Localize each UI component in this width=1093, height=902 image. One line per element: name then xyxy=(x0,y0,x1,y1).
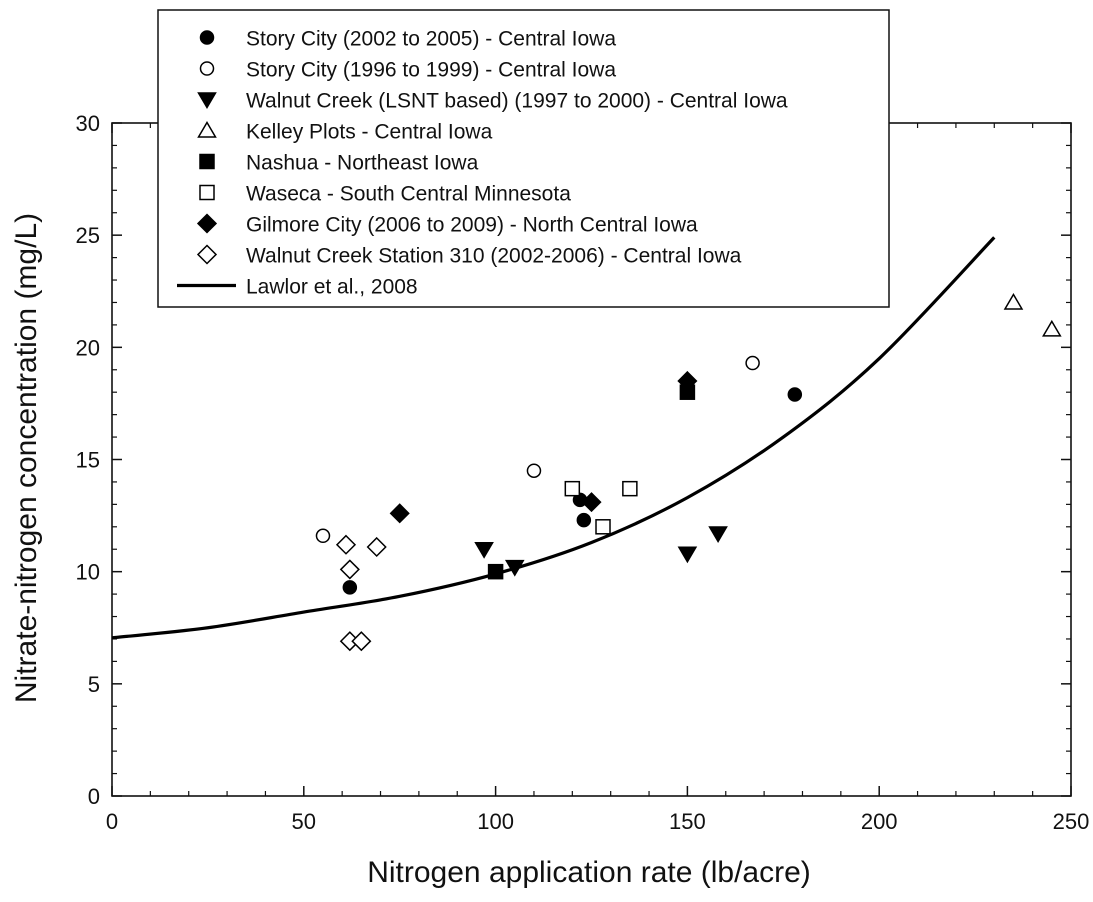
data-point-series-2 xyxy=(474,541,494,559)
y-axis: 0 5 10 15 20 25 30 xyxy=(76,111,1071,809)
x-tick-label: 150 xyxy=(669,809,706,834)
data-point-series-7 xyxy=(351,631,372,652)
legend-marker-1 xyxy=(199,61,215,76)
y-axis-title: Nitrate-nitrogen concentration (mg/L) xyxy=(10,213,43,703)
data-point-series-6 xyxy=(677,370,698,392)
x-axis-title: Nitrogen application rate (lb/acre) xyxy=(367,856,811,889)
legend-marker-2 xyxy=(197,92,217,109)
data-point-series-5 xyxy=(595,519,611,535)
legend-label: Gilmore City (2006 to 2009) - North Cent… xyxy=(246,214,698,237)
y-tick-label: 5 xyxy=(88,672,100,697)
data-point-series-3 xyxy=(1042,319,1062,337)
data-point-series-2 xyxy=(677,546,698,564)
data-point-series-1 xyxy=(315,528,331,544)
data-points-layer xyxy=(315,292,1062,652)
legend-marker-7 xyxy=(196,244,218,265)
data-point-series-7 xyxy=(339,559,360,580)
x-axis: 0 50 100 150 200 250 xyxy=(106,123,1089,834)
fit-curve-layer xyxy=(111,236,996,640)
y-tick-label: 10 xyxy=(76,560,100,585)
legend-box xyxy=(157,9,890,308)
legend-marker-4 xyxy=(199,153,215,170)
legend-label: Nashua - Northeast Iowa xyxy=(246,152,479,175)
data-point-series-6 xyxy=(581,492,602,513)
data-point-series-6 xyxy=(389,503,410,524)
lawlor-fit-line xyxy=(111,236,996,640)
legend-marker-3 xyxy=(197,121,217,138)
data-point-series-7 xyxy=(366,536,387,558)
legend-label: Lawlor et al., 2008 xyxy=(246,276,418,299)
legend-marker-0 xyxy=(199,30,215,45)
data-point-series-0 xyxy=(576,512,592,528)
data-point-series-3 xyxy=(1003,292,1024,310)
data-point-series-5 xyxy=(622,480,638,497)
legend-marker-5 xyxy=(199,184,215,201)
x-tick-label: 200 xyxy=(861,809,898,834)
data-point-series-5 xyxy=(564,480,581,497)
data-point-series-7 xyxy=(335,534,357,555)
y-tick-label: 30 xyxy=(76,111,100,136)
legend-label: Story City (2002 to 2005) - Central Iowa xyxy=(246,28,616,51)
y-tick-label: 20 xyxy=(76,335,100,360)
x-tick-label: 100 xyxy=(477,809,514,834)
y-tick-label: 0 xyxy=(88,784,100,809)
data-point-series-4 xyxy=(487,563,504,580)
legend-label: Walnut Creek Station 310 (2002-2006) - C… xyxy=(246,245,742,268)
data-point-series-1 xyxy=(745,355,760,371)
legend: Story City (2002 to 2005) - Central Iowa… xyxy=(157,9,890,308)
x-tick-label: 0 xyxy=(106,809,118,834)
x-tick-label: 50 xyxy=(292,809,316,834)
y-tick-label: 25 xyxy=(76,223,100,248)
legend-label: Walnut Creek (LSNT based) (1997 to 2000)… xyxy=(246,90,788,113)
data-point-series-0 xyxy=(342,580,358,595)
legend-label: Waseca - South Central Minnesota xyxy=(246,183,571,206)
legend-label: Kelley Plots - Central Iowa xyxy=(246,121,493,144)
legend-marker-6 xyxy=(196,213,218,234)
data-point-series-2 xyxy=(504,559,525,577)
y-tick-label: 15 xyxy=(76,448,100,473)
data-point-series-0 xyxy=(787,387,803,402)
legend-label: Story City (1996 to 1999) - Central Iowa xyxy=(246,59,616,82)
x-tick-label: 250 xyxy=(1053,809,1090,834)
data-point-series-2 xyxy=(708,526,728,544)
data-point-series-1 xyxy=(526,463,542,478)
